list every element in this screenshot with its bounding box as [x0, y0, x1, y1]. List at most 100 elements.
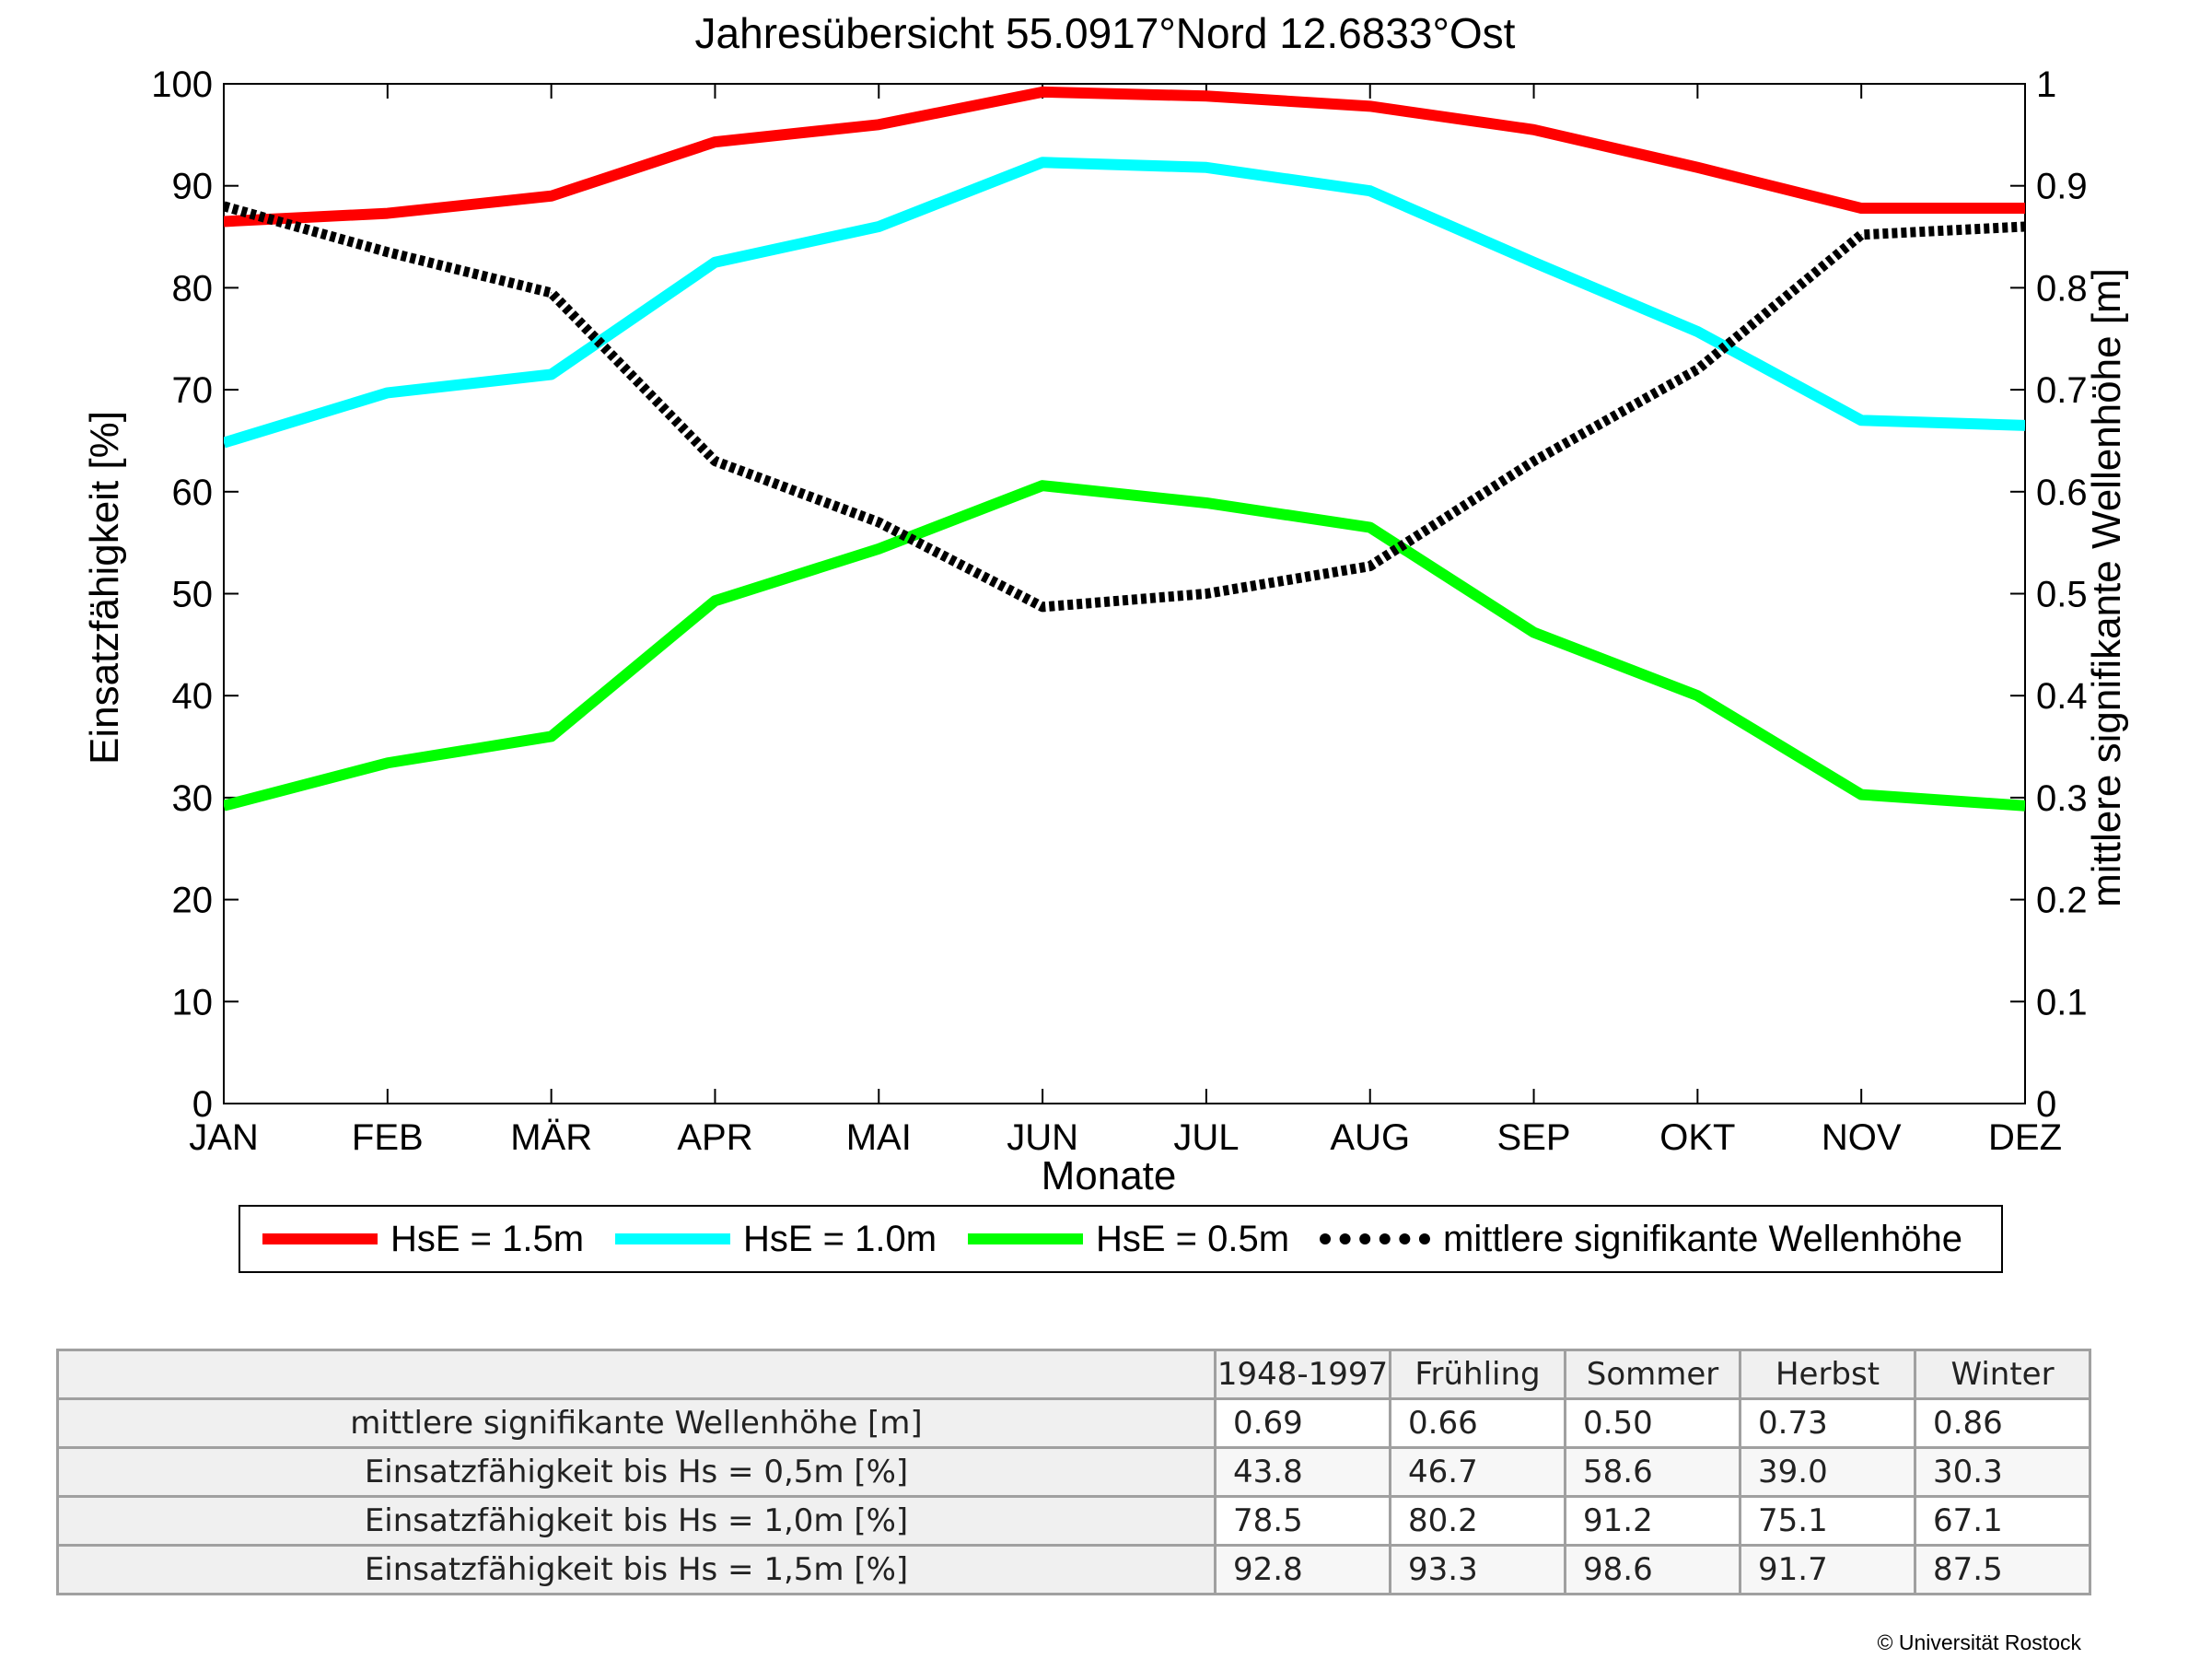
- data-point: [1042, 606, 1043, 608]
- data-point: [2024, 226, 2025, 228]
- legend-item-wave-height: mittlere signifikante Wellenhöhe: [1320, 1207, 1962, 1271]
- y-tick-label-left: 90: [172, 167, 214, 207]
- table-cell: 0.66: [1389, 1397, 1566, 1449]
- data-point: [224, 442, 225, 444]
- table-cell: 87.5: [1914, 1544, 2091, 1595]
- table-cell: 58.6: [1564, 1446, 1741, 1498]
- y-tick-label-right: 0: [2036, 1084, 2056, 1125]
- table-cell: 91.2: [1564, 1495, 1741, 1547]
- data-point: [714, 262, 716, 263]
- copyright-notice: © Universität Rostock: [1877, 1630, 2081, 1654]
- data-point: [714, 141, 716, 143]
- x-tick-label: JAN: [189, 1117, 259, 1158]
- legend-item-hse-1-5: HsE = 1.5m: [262, 1207, 584, 1271]
- data-point: [1696, 368, 1698, 370]
- table-row-label: Einsatzfähigkeit bis Hs = 1,0m [%]: [56, 1495, 1217, 1547]
- y-tick-label-left: 40: [172, 676, 214, 717]
- data-point: [387, 213, 389, 215]
- data-point: [1369, 566, 1371, 567]
- legend-label: mittlere signifikante Wellenhöhe: [1443, 1218, 1963, 1259]
- legend-label: HsE = 1.5m: [390, 1218, 585, 1259]
- x-tick-label: OKT: [1659, 1117, 1735, 1158]
- plot-frame: [223, 83, 2026, 1104]
- table-corner-cell: [56, 1349, 1217, 1400]
- y-tick-label-right: 0.3: [2036, 778, 2088, 819]
- y-axis-label-right: mittlere signifikante Wellenhöhe [m]: [2084, 268, 2129, 907]
- y-tick-label-left: 20: [172, 881, 214, 921]
- table-row: mittlere signifikante Wellenhöhe [m] 0.6…: [56, 1397, 2091, 1449]
- y-axis-label-left: Einsatzfähigkeit [%]: [82, 411, 127, 765]
- data-point: [1042, 91, 1043, 93]
- table-cell: 98.6: [1564, 1544, 1741, 1595]
- table-header: Frühling: [1389, 1349, 1566, 1400]
- table-cell: 0.73: [1739, 1397, 1916, 1449]
- table-cell: 0.69: [1214, 1397, 1391, 1449]
- legend-swatch-black-dotted: [1320, 1233, 1430, 1244]
- y-tick-label-left: 30: [172, 778, 214, 819]
- x-tick-label: JUN: [1007, 1117, 1078, 1158]
- legend-swatch-red: [262, 1233, 378, 1244]
- x-tick-label: MAI: [846, 1117, 912, 1158]
- y-tick-label-right: 0.6: [2036, 473, 2088, 513]
- data-point: [1369, 527, 1371, 529]
- x-tick-label: AUG: [1330, 1117, 1410, 1158]
- data-point: [1205, 95, 1207, 97]
- data-point: [224, 205, 225, 207]
- y-tick-label-left: 0: [192, 1084, 213, 1125]
- table-header: 1948-1997: [1214, 1349, 1391, 1400]
- data-point: [1696, 695, 1698, 696]
- table-cell: 0.86: [1914, 1397, 2091, 1449]
- data-point: [1533, 262, 1535, 263]
- table-row: Einsatzfähigkeit bis Hs = 1,5m [%] 92.8 …: [56, 1544, 2091, 1595]
- data-point: [2024, 425, 2025, 426]
- table-row-label: Einsatzfähigkeit bis Hs = 1,5m [%]: [56, 1544, 1217, 1595]
- x-tick-label: FEB: [352, 1117, 424, 1158]
- series-line-3: [224, 201, 2025, 613]
- legend-item-hse-1-0: HsE = 1.0m: [615, 1207, 937, 1271]
- data-point: [551, 292, 553, 294]
- table-row-label: Einsatzfähigkeit bis Hs = 0,5m [%]: [56, 1446, 1217, 1498]
- data-point: [1533, 632, 1535, 634]
- y-tick-label-left: 100: [151, 64, 213, 105]
- y-tick-label-right: 1: [2036, 64, 2056, 105]
- data-point: [1205, 167, 1207, 169]
- y-tick-label-right: 0.4: [2036, 676, 2088, 717]
- data-point: [1533, 129, 1535, 131]
- x-tick-label: SEP: [1497, 1117, 1571, 1158]
- table-row: Einsatzfähigkeit bis Hs = 1,0m [%] 78.5 …: [56, 1495, 2091, 1547]
- table-header: Herbst: [1739, 1349, 1916, 1400]
- chart-legend: HsE = 1.5m HsE = 1.0m HsE = 0.5m mittler…: [239, 1205, 2003, 1273]
- legend-swatch-green: [968, 1233, 1083, 1244]
- y-tick-label-right: 0.9: [2036, 167, 2088, 207]
- y-tick-label-left: 10: [172, 982, 214, 1022]
- legend-swatch-cyan: [615, 1233, 730, 1244]
- data-point: [387, 762, 389, 764]
- table-cell: 92.8: [1214, 1544, 1391, 1595]
- statistics-table: 1948-1997 Frühling Sommer Herbst Winter …: [56, 1349, 2091, 1595]
- series-line-2: [224, 480, 2025, 812]
- table-header: Sommer: [1564, 1349, 1741, 1400]
- data-point: [2024, 207, 2025, 209]
- table-row: Einsatzfähigkeit bis Hs = 0,5m [%] 43.8 …: [56, 1446, 2091, 1498]
- x-tick-label: NOV: [1822, 1117, 1902, 1158]
- table-cell: 46.7: [1389, 1446, 1566, 1498]
- table-cell: 80.2: [1389, 1495, 1566, 1547]
- y-tick-label-right: 0.2: [2036, 881, 2088, 921]
- y-tick-label-right: 0.5: [2036, 575, 2088, 615]
- data-point: [1696, 167, 1698, 169]
- chart-title: Jahresübersicht 55.0917°Nord 12.6833°Ost: [695, 9, 1516, 57]
- table-header: Winter: [1914, 1349, 2091, 1400]
- table-cell: 75.1: [1739, 1495, 1916, 1547]
- table-row-label: mittlere signifikante Wellenhöhe [m]: [56, 1397, 1217, 1449]
- data-point: [1860, 419, 1862, 421]
- data-point: [1369, 190, 1371, 192]
- data-point: [551, 373, 553, 375]
- line-chart: Jahresübersicht 55.0917°Nord 12.6833°Ost…: [82, 9, 2129, 1198]
- data-point: [1369, 105, 1371, 107]
- y-tick-label-left: 50: [172, 575, 214, 615]
- y-tick-label-right: 0.1: [2036, 982, 2088, 1022]
- x-tick-label: MÄR: [510, 1117, 592, 1158]
- data-point: [387, 251, 389, 253]
- y-tick-label-left: 80: [172, 268, 214, 309]
- data-point: [714, 600, 716, 602]
